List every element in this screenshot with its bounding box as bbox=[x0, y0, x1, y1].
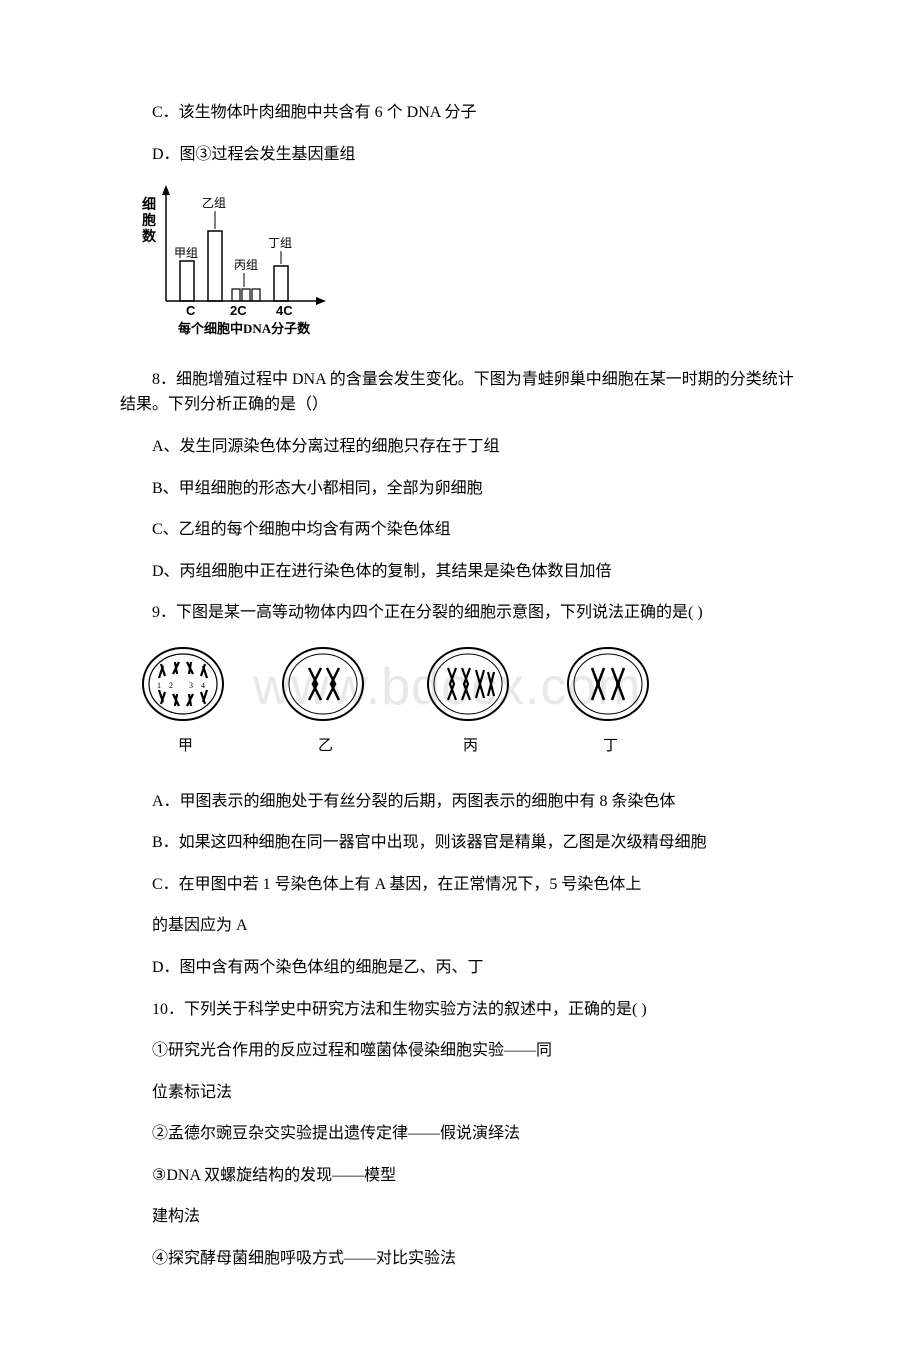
svg-text:4C: 4C bbox=[276, 303, 293, 318]
q9-option-c-line2: 的基因应为 A bbox=[120, 913, 800, 939]
q8-option-a: A、发生同源染色体分离过程的细胞只存在于丁组 bbox=[120, 434, 800, 460]
svg-text:细: 细 bbox=[142, 196, 156, 213]
svg-text:丙: 丙 bbox=[463, 738, 478, 754]
dna-chart: 细 胞 数 甲组 乙组 丙组 丁组 C 2C 4C 每个细胞中DNA分子数 bbox=[138, 183, 800, 347]
svg-text:C: C bbox=[186, 303, 196, 318]
q10-item-3b: 建构法 bbox=[120, 1204, 800, 1230]
svg-text:甲: 甲 bbox=[178, 738, 193, 754]
svg-text:丁组: 丁组 bbox=[268, 236, 292, 250]
q9-option-c-line1: C．在甲图中若 1 号染色体上有 A 基因，在正常情况下，5 号染色体上 bbox=[120, 872, 800, 898]
option-c: C．该生物体叶肉细胞中共含有 6 个 DNA 分子 bbox=[120, 100, 800, 126]
svg-text:4: 4 bbox=[201, 681, 205, 690]
q10-item-1b: 位素标记法 bbox=[120, 1080, 800, 1106]
option-d: D．图③过程会发生基因重组 bbox=[120, 142, 800, 168]
svg-text:2C: 2C bbox=[230, 303, 247, 318]
question-10: 10．下列关于科学史中研究方法和生物实验方法的叙述中，正确的是( ) bbox=[120, 997, 800, 1023]
question-9: 9．下图是某一高等动物体内四个正在分裂的细胞示意图，下列说法正确的是( ) bbox=[120, 600, 800, 626]
q9-option-d: D．图中含有两个染色体组的细胞是乙、丙、丁 bbox=[120, 955, 800, 981]
svg-text:胞: 胞 bbox=[141, 212, 156, 229]
svg-text:每个细胞中DNA分子数: 每个细胞中DNA分子数 bbox=[178, 321, 311, 336]
svg-text:丁: 丁 bbox=[603, 738, 618, 754]
svg-text:乙: 乙 bbox=[318, 738, 333, 754]
q9-option-a: A．甲图表示的细胞处于有丝分裂的后期，丙图表示的细胞中有 8 条染色体 bbox=[120, 789, 800, 815]
svg-text:丙组: 丙组 bbox=[234, 258, 258, 272]
q8-option-d: D、丙组细胞中正在进行染色体的复制，其结果是染色体数目加倍 bbox=[120, 559, 800, 585]
q10-item-1a: ①研究光合作用的反应过程和噬菌体侵染细胞实验——同 bbox=[120, 1038, 800, 1064]
q10-item-4: ④探究酵母菌细胞呼吸方式——对比实验法 bbox=[120, 1246, 800, 1272]
q8-option-c: C、乙组的每个细胞中均含有两个染色体组 bbox=[120, 517, 800, 543]
svg-text:甲组: 甲组 bbox=[174, 246, 198, 260]
svg-text:1: 1 bbox=[157, 681, 161, 690]
q8-option-b: B、甲组细胞的形态大小都相同，全部为卵细胞 bbox=[120, 476, 800, 502]
q10-item-2: ②孟德尔豌豆杂交实验提出遗传定律——假说演绎法 bbox=[120, 1121, 800, 1147]
q10-item-3a: ③DNA 双螺旋结构的发现——模型 bbox=[120, 1163, 800, 1189]
svg-text:数: 数 bbox=[142, 228, 157, 245]
svg-text:2: 2 bbox=[169, 681, 173, 690]
question-8: 8．细胞增殖过程中 DNA 的含量会发生变化。下图为青蛙卵巢中细胞在某一时期的分… bbox=[120, 367, 800, 418]
svg-text:3: 3 bbox=[189, 681, 193, 690]
svg-text:乙组: 乙组 bbox=[202, 196, 226, 210]
cell-diagrams: www.bdocx.com 1 2 3 4 甲 bbox=[138, 642, 800, 769]
q9-option-b: B．如果这四种细胞在同一器官中出现，则该器官是精巢，乙图是次级精母细胞 bbox=[120, 830, 800, 856]
